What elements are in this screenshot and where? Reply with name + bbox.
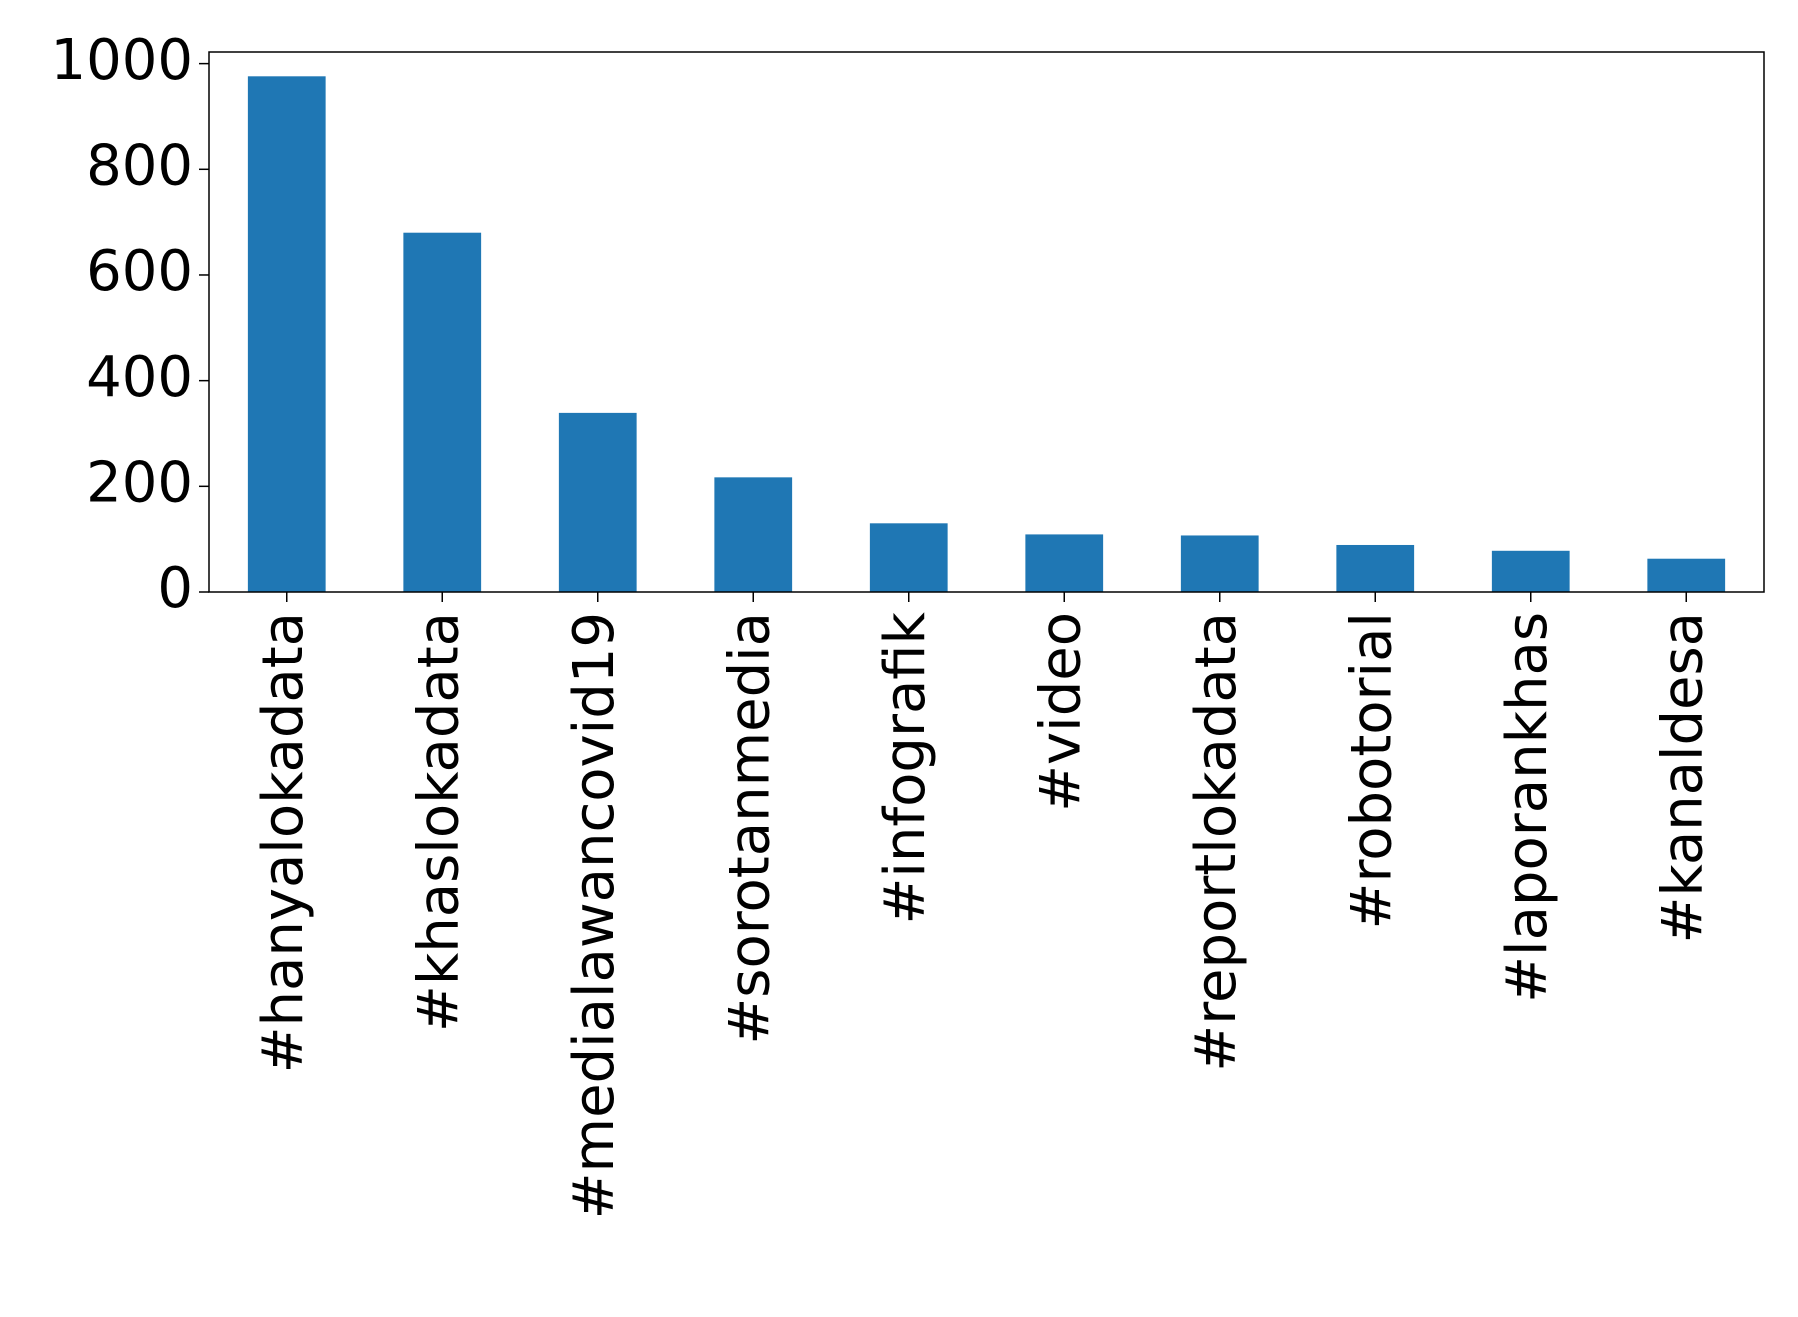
y-tick-label: 800 <box>86 133 193 198</box>
x-tick-label: #reportlokadata <box>1184 612 1249 1072</box>
bar <box>714 477 793 592</box>
y-tick-label: 400 <box>86 345 193 410</box>
bar <box>403 232 482 592</box>
x-tick-label: #khaslokadata <box>406 612 471 1032</box>
bar <box>1336 544 1415 592</box>
bar <box>1180 535 1259 592</box>
x-tick-label: #laporankhas <box>1495 612 1560 1003</box>
x-tick-label: #infografik <box>873 611 938 924</box>
y-tick-label: 200 <box>86 450 193 515</box>
x-tick-label: #kanaldesa <box>1650 612 1715 944</box>
bar <box>869 523 948 592</box>
x-tick-label: #sorotanmedia <box>717 612 782 1045</box>
y-tick-label: 0 <box>157 556 193 621</box>
bar <box>1025 534 1104 592</box>
x-tick-label: #robotorial <box>1339 612 1404 929</box>
bar <box>558 412 637 592</box>
bar <box>247 76 326 592</box>
bar <box>1491 550 1570 592</box>
x-tick-label: #medialawancovid19 <box>562 612 627 1219</box>
x-tick-label: #video <box>1028 612 1093 812</box>
x-tick-label: #hanyalokadata <box>251 612 316 1073</box>
y-tick-label: 1000 <box>50 28 193 93</box>
y-tick-label: 600 <box>86 239 193 304</box>
plot-frame <box>208 51 1765 593</box>
bar <box>1647 558 1726 592</box>
